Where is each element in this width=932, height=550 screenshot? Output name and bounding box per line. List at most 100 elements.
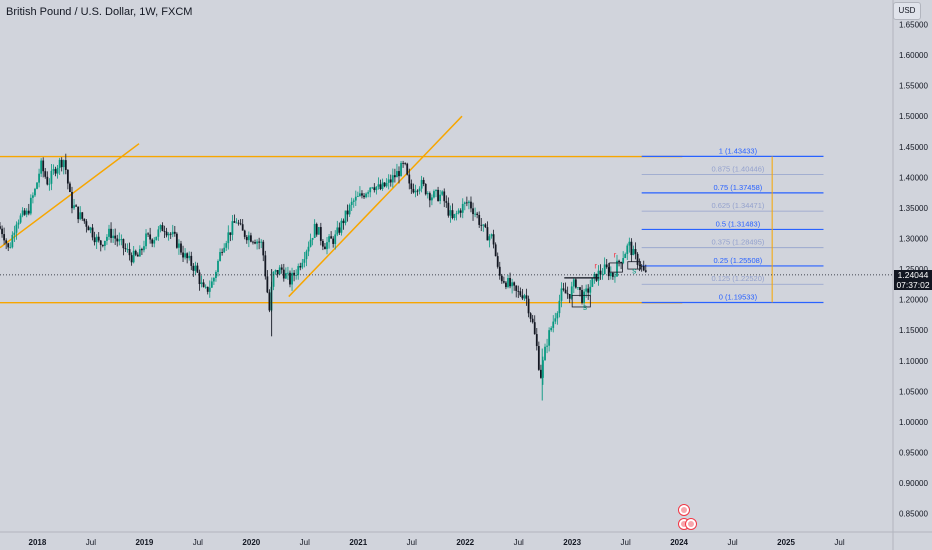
candle-body [525, 295, 528, 299]
candle-body [618, 260, 620, 263]
candle-body [52, 169, 55, 171]
candle-body [27, 210, 30, 214]
candle-body [112, 235, 115, 238]
candle-body [44, 171, 47, 177]
candle-body [572, 279, 575, 287]
candle-body [317, 227, 320, 235]
y-tick-label: 1.40000 [899, 173, 928, 182]
candle-body [564, 289, 567, 294]
candle-body [391, 175, 394, 183]
y-tick-label: 1.55000 [899, 82, 928, 91]
x-tick-label: 2023 [563, 538, 581, 547]
candle-body [210, 281, 213, 288]
pattern-marker: s [632, 266, 636, 275]
candle-body [192, 265, 195, 271]
candle-body [511, 282, 514, 287]
candle-body [387, 179, 390, 183]
candle-body [577, 287, 579, 289]
candle-body [182, 252, 184, 258]
candle-body [122, 239, 125, 249]
candle-body [239, 223, 242, 225]
candle-body [605, 264, 608, 268]
candle-body [455, 213, 458, 215]
candle-body [99, 240, 102, 245]
candle-body [412, 188, 415, 193]
candle-body [287, 272, 289, 274]
candle-body [400, 162, 402, 177]
candle-body [638, 264, 641, 266]
candle-body [126, 249, 129, 250]
candle-body [500, 275, 503, 282]
fibonacci-retracement[interactable]: 1 (1.43433) 0.875 (1.40446) 0.75 (1.37458)… [641, 146, 824, 304]
candle-body [48, 183, 51, 185]
pattern-box [609, 262, 623, 273]
candle-body [640, 265, 643, 267]
candle-body [381, 182, 384, 190]
candle-body [422, 179, 425, 184]
candle-body [19, 215, 22, 223]
fib-level-label: 0.375 (1.28495) [711, 238, 764, 247]
candle-body [587, 288, 590, 293]
candle-body [420, 179, 423, 189]
candle-body [235, 222, 238, 224]
pattern-marker: r [594, 261, 597, 270]
candle-body [439, 194, 442, 201]
candle-body [101, 244, 104, 246]
candle-body [319, 227, 322, 241]
fib-level-label: 0.25 (1.25508) [714, 256, 763, 265]
candle-body [494, 244, 497, 257]
candle-body [332, 238, 335, 244]
candle-body [89, 227, 92, 231]
pattern-box [627, 261, 642, 270]
candle-body [406, 163, 409, 175]
candle-body [414, 190, 417, 193]
candle-body [562, 288, 565, 290]
candle-body [465, 202, 468, 204]
candlestick-series [0, 153, 647, 401]
y-tick-label: 0.95000 [899, 449, 928, 458]
candle-body [114, 235, 117, 239]
x-tick-label: 2021 [349, 538, 367, 547]
candle-body [517, 290, 520, 292]
candle-body [326, 242, 328, 250]
candle-body [367, 192, 370, 194]
candle-body [585, 288, 588, 292]
candle-body [369, 187, 372, 193]
candle-body [348, 205, 351, 215]
candle-body [410, 183, 413, 189]
candle-body [350, 201, 353, 206]
currency-button[interactable]: USD [893, 2, 921, 20]
candle-body [250, 235, 252, 242]
candle-body [344, 210, 347, 224]
candle-body [217, 260, 219, 273]
candle-body [21, 210, 24, 216]
x-tick-label: Jul [193, 538, 203, 547]
trendline-layer[interactable] [0, 115, 463, 298]
candle-body [5, 240, 8, 244]
support-resistance-layer [0, 155, 683, 304]
candle-body [184, 253, 186, 258]
candle-body [315, 223, 318, 235]
pattern-box [571, 294, 591, 308]
economic-event-icon[interactable] [685, 518, 697, 530]
last-price: 1.24044 [897, 270, 929, 280]
candle-body [289, 272, 291, 285]
candle-body [219, 252, 221, 261]
y-tick-label: 1.10000 [899, 357, 928, 366]
economic-event-icon[interactable] [678, 504, 690, 516]
candle-body [73, 205, 75, 209]
candle-body [247, 235, 250, 241]
candle-body [212, 277, 215, 282]
candle-body [375, 186, 378, 191]
y-tick-label: 1.65000 [899, 20, 928, 29]
candle-body [443, 191, 446, 202]
pattern-box [564, 277, 600, 279]
candle-body [492, 234, 495, 245]
trendline [0, 143, 140, 249]
y-tick-label: 1.30000 [899, 234, 928, 243]
candle-body [262, 241, 265, 256]
fib-level-label: 0.125 (1.22520) [711, 274, 764, 283]
candle-body [108, 228, 110, 237]
